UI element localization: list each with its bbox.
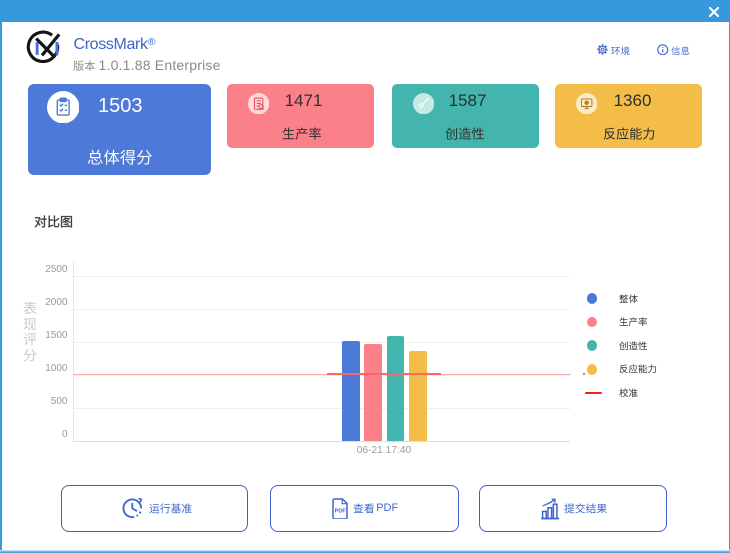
svg-text:PDF: PDF (334, 508, 346, 514)
